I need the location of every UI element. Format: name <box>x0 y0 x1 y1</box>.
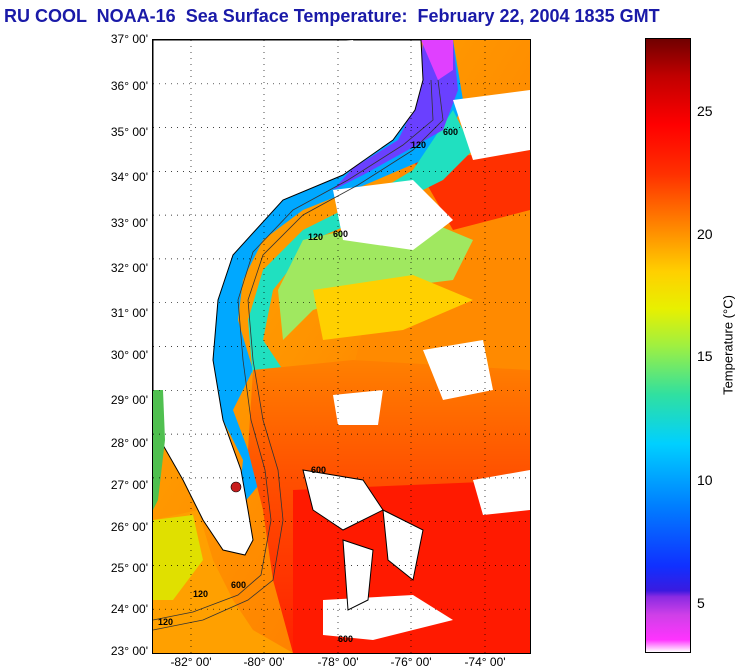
lat-tick-label: 31° 00' <box>110 306 148 320</box>
colorbar-tick-label: 20 <box>697 226 713 242</box>
lake-okeechobee <box>230 481 242 493</box>
north-magenta-water <box>421 40 453 80</box>
isobath-label: 600 <box>311 465 326 475</box>
isobath-120 <box>153 79 434 621</box>
lat-tick-label: 27° 00' <box>110 478 148 492</box>
lat-tick-label: 35° 00' <box>110 125 148 139</box>
cloud-mid-1 <box>423 340 493 400</box>
isobath-label: 120 <box>193 589 208 599</box>
lon-tick-label: -80° 00' <box>243 655 285 669</box>
lon-tick-label: -82° 00' <box>170 655 212 669</box>
cloud-northeast <box>453 90 530 160</box>
lat-tick-label: 23° 00' <box>110 644 148 658</box>
lat-tick-label: 28° 00' <box>110 436 148 450</box>
lon-tick-label: -78° 00' <box>317 655 359 669</box>
colorbar-tick-label: 15 <box>697 348 713 364</box>
isobath-label: 600 <box>443 127 458 137</box>
lat-tick-label: 37° 00' <box>110 32 148 46</box>
sst-map: 600 120 600 120 600 120 600 120 600 <box>152 39 531 654</box>
temperature-colorbar <box>645 38 691 653</box>
lon-tick-label: -76° 00' <box>390 655 432 669</box>
cloud-east <box>473 470 530 515</box>
lat-tick-label: 26° 00' <box>110 520 148 534</box>
colorbar-tick-label: 5 <box>697 595 705 611</box>
isobath-label: 600 <box>231 580 246 590</box>
isobath-label: 600 <box>333 229 348 239</box>
lat-tick-label: 24° 00' <box>110 602 148 616</box>
land-mainland <box>153 40 424 556</box>
isobath-label: 600 <box>338 634 353 644</box>
isobath-600 <box>153 79 444 631</box>
bahamas-island-3 <box>382 509 424 581</box>
page-title: RU COOL NOAA-16 Sea Surface Temperature:… <box>4 6 660 26</box>
colorbar-tick-label: 25 <box>697 103 713 119</box>
bahamas-island-1 <box>302 469 384 531</box>
bahamas-island-2 <box>342 539 374 611</box>
lat-tick-label: 25° 00' <box>110 561 148 575</box>
transition-green-yellow <box>278 215 473 340</box>
transition-yellow <box>313 275 473 340</box>
lat-tick-label: 36° 00' <box>110 79 148 93</box>
shelf-violet-water <box>333 40 458 190</box>
isobath-label: 120 <box>308 232 323 242</box>
shelf-cyan-water <box>248 110 473 380</box>
lat-tick-label: 34° 00' <box>110 170 148 184</box>
colorbar-axis-label: Temperature (°C) <box>720 295 736 395</box>
graticule <box>153 40 530 653</box>
colorbar-tick-label: 10 <box>697 472 713 488</box>
isobath-label: 120 <box>158 617 173 627</box>
lat-tick-label: 32° 00' <box>110 261 148 275</box>
cloud-mid-2 <box>333 390 383 425</box>
lat-tick-label: 30° 00' <box>110 348 148 362</box>
lat-tick-label: 29° 00' <box>110 393 148 407</box>
florida-gulf-coast <box>153 390 165 510</box>
gulf-mexico-yellow <box>153 515 203 600</box>
cloud-north <box>213 40 373 120</box>
isobath-label: 120 <box>411 140 426 150</box>
lat-tick-label: 33° 00' <box>110 216 148 230</box>
lon-tick-label: -74° 00' <box>464 655 506 669</box>
